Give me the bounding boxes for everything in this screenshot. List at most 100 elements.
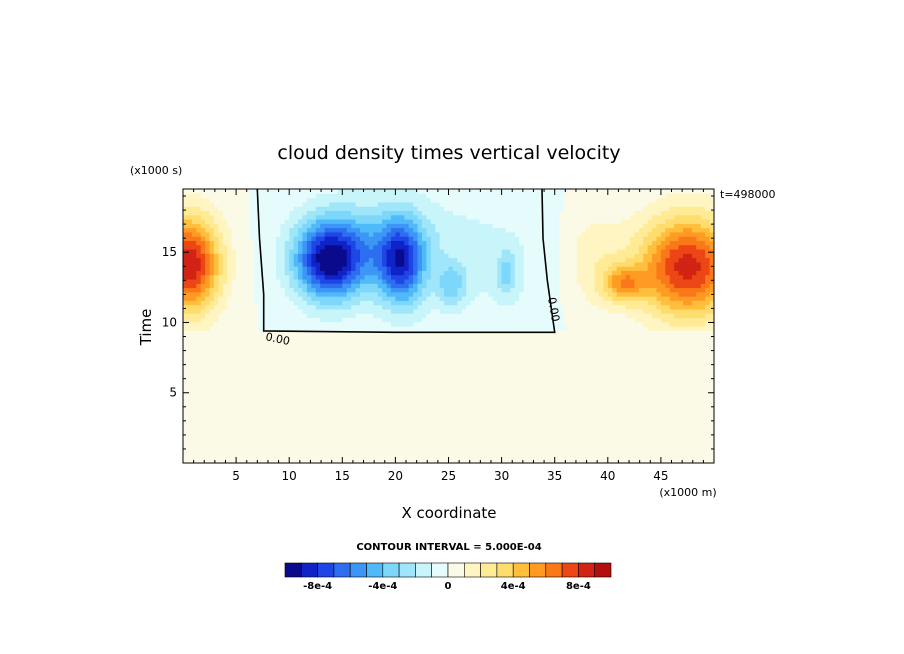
heatmap-cell (629, 300, 635, 306)
heatmap-cell (302, 437, 308, 443)
heatmap-cell (572, 433, 578, 438)
heatmap-cell (399, 411, 405, 417)
heatmap-cell (346, 355, 352, 361)
heatmap-cell (514, 291, 520, 297)
heatmap-cell (337, 420, 343, 426)
heatmap-cell (399, 351, 405, 357)
heatmap-cell (329, 308, 335, 314)
heatmap-cell (302, 394, 308, 400)
heatmap-cell (298, 420, 304, 426)
heatmap-cell (585, 433, 591, 438)
heatmap-cell (696, 437, 702, 443)
heatmap-cell (368, 321, 374, 327)
heatmap-cell (435, 428, 441, 434)
heatmap-cell (355, 347, 361, 353)
heatmap-cell (501, 321, 507, 327)
heatmap-cell (492, 300, 498, 306)
heatmap-cell (497, 420, 503, 426)
heatmap-cell (191, 411, 197, 417)
heatmap-cell (652, 373, 658, 378)
heatmap-cell (222, 360, 228, 366)
heatmap-cell (373, 407, 379, 413)
heatmap-cell (634, 287, 640, 293)
heatmap-cell (506, 424, 512, 430)
heatmap-cell (576, 321, 582, 327)
heatmap-cell (660, 420, 666, 426)
heatmap-cell (280, 377, 286, 383)
heatmap-cell (625, 364, 631, 370)
heatmap-cell (262, 300, 268, 306)
heatmap-cell (470, 403, 476, 408)
heatmap-cell (687, 360, 693, 366)
heatmap-cell (267, 321, 273, 327)
heatmap-cell (541, 381, 547, 387)
heatmap-cell (683, 398, 689, 404)
heatmap-cell (329, 313, 335, 319)
heatmap-cell (457, 394, 463, 400)
heatmap-cell (497, 321, 503, 327)
heatmap-cell (205, 428, 211, 434)
heatmap-cell (421, 326, 427, 331)
heatmap-cell (638, 433, 644, 438)
heatmap-cell (351, 368, 357, 374)
heatmap-cell (209, 313, 215, 319)
heatmap-cell (249, 445, 255, 451)
heatmap-cell (683, 304, 689, 310)
heatmap-cell (390, 317, 396, 323)
heatmap-cell (550, 441, 556, 447)
heatmap-cell (629, 317, 635, 323)
heatmap-cell (320, 398, 326, 404)
heatmap-cell (634, 355, 640, 361)
heatmap-cell (368, 403, 374, 408)
heatmap-cell (501, 398, 507, 404)
heatmap-cell (510, 441, 516, 447)
heatmap-cell (275, 398, 281, 404)
heatmap-cell (466, 437, 472, 443)
heatmap-cell (258, 437, 264, 443)
heatmap-cell (390, 287, 396, 293)
heatmap-cell (231, 347, 237, 353)
heatmap-cell (231, 403, 237, 408)
heatmap-cell (492, 287, 498, 293)
heatmap-cell (337, 308, 343, 314)
heatmap-cell (497, 368, 503, 374)
heatmap-cell (470, 347, 476, 353)
heatmap-cell (315, 458, 321, 463)
heatmap-cell (537, 454, 543, 460)
heatmap-cell (479, 313, 485, 319)
heatmap-cell (262, 415, 268, 421)
heatmap-cell (258, 347, 264, 353)
heatmap-cell (488, 287, 494, 293)
heatmap-cell (559, 296, 565, 301)
heatmap-cell (430, 321, 436, 327)
heatmap-cell (501, 390, 507, 396)
heatmap-cell (240, 326, 246, 331)
heatmap-cell (364, 338, 370, 344)
heatmap-cell (709, 433, 714, 438)
heatmap-cell (404, 441, 410, 447)
heatmap-cell (598, 433, 604, 438)
heatmap-cell (523, 403, 529, 408)
heatmap-cell (262, 390, 268, 396)
heatmap-cell (665, 351, 671, 357)
heatmap-cell (492, 373, 498, 378)
heatmap-cell (249, 390, 255, 396)
heatmap-cell (439, 351, 445, 357)
heatmap-cell (191, 394, 197, 400)
heatmap-cell (554, 351, 560, 357)
heatmap-cell (656, 398, 662, 404)
heatmap-cell (514, 360, 520, 366)
heatmap-cell (590, 411, 596, 417)
heatmap-cell (683, 420, 689, 426)
heatmap-cell (213, 317, 219, 323)
heatmap-cell (687, 381, 693, 387)
heatmap-cell (320, 415, 326, 421)
heatmap-cell (528, 424, 534, 430)
heatmap-cell (351, 317, 357, 323)
heatmap-cell (656, 304, 662, 310)
heatmap-cell (373, 450, 379, 456)
heatmap-cell (532, 428, 538, 434)
heatmap-cell (227, 308, 233, 314)
heatmap-cell (329, 441, 335, 447)
heatmap-cell (457, 283, 463, 289)
